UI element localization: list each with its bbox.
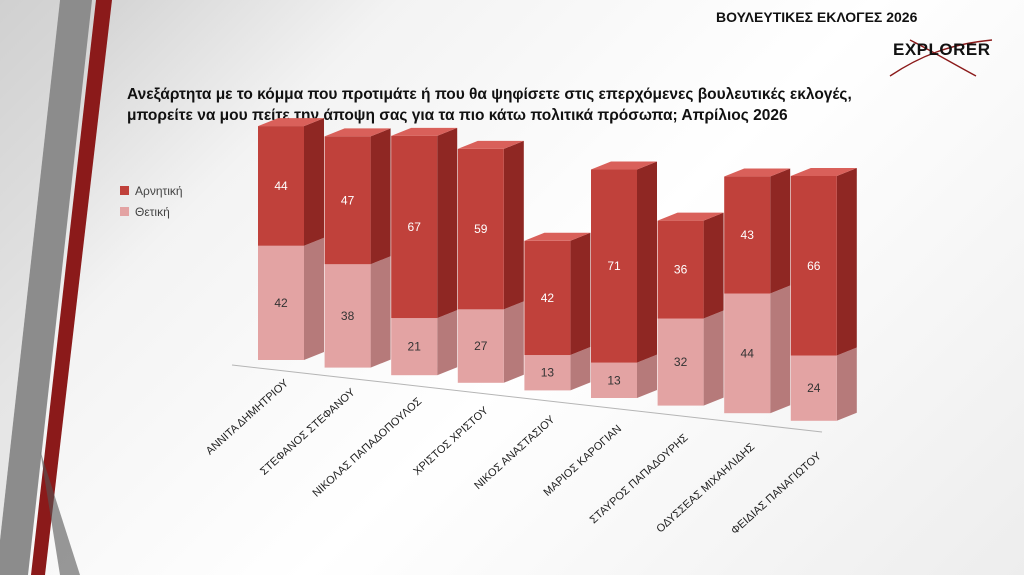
data-label-positive: 32 [674,355,688,369]
bar-positive-side [836,347,857,421]
bar-positive [457,309,504,383]
bar-positive [391,318,438,376]
legend-swatch-negative [120,186,129,195]
chart-baseline [231,364,823,433]
legend-item-positive: Θετική [120,201,183,222]
category-label: ΦΕΙΔΙΑΣ ΠΑΝΑΓΙΩΤΟΥ [729,450,824,537]
data-label-negative: 36 [674,263,688,277]
bar-negative-side [770,168,791,294]
bar-positive [258,245,304,360]
bar-negative [391,135,438,319]
bar-positive [657,318,704,406]
data-label-negative: 43 [741,228,755,242]
bar-negative-side [703,212,724,319]
bar-positive-side [503,301,524,383]
logo-text: EXPLORER [893,40,991,59]
bar-positive-side [370,256,391,368]
bar-top [724,168,791,177]
legend-label-positive: Θετική [135,204,170,219]
data-label-negative: 44 [274,179,288,193]
data-label-positive: 13 [607,373,621,387]
bar-top [591,161,657,170]
bar-negative [457,148,504,310]
data-label-negative: 47 [341,193,355,207]
data-label-positive: 21 [408,340,422,354]
bar-top [657,212,724,221]
bar-top [391,127,458,136]
bar-negative-side [370,128,391,265]
bar-positive-side [304,237,324,360]
category-label: ΜΑΡΙΟΣ ΚΑΡΟΓΙΑΝ [541,423,624,499]
bar-top [324,128,391,137]
category-label: ΧΡΙΣΤΟΣ ΧΡΙΣΤΟΥ [411,404,491,478]
question-line-1: Ανεξάρτητα με το κόμμα που προτιμάτε ή π… [127,86,852,103]
bar-negative-side [503,140,524,310]
bar-negative-side [637,161,657,363]
data-label-positive: 27 [474,339,488,353]
bar-negative [258,126,304,246]
bar-negative [591,169,637,363]
data-label-positive: 42 [274,296,288,310]
bar-positive [724,293,771,414]
bar-negative [790,176,837,356]
bar-positive [324,264,371,368]
legend-item-negative: Αρνητική [120,180,183,201]
category-label: ΑΝΝΙΤΑ ΔΗΜΗΤΡΙΟΥ [204,377,292,458]
bar-negative [724,176,771,294]
chart-legend: Αρνητική Θετική [120,180,183,222]
header-title: ΒΟΥΛΕΥΤΙΚΕΣ ΕΚΛΟΓΕΣ 2026 [716,9,918,25]
bar-positive [790,355,837,421]
bar-positive-side [570,347,591,391]
bar-positive-side [637,354,657,398]
bar-negative [657,220,704,319]
bar-negative [524,240,571,356]
data-label-positive: 13 [541,366,555,380]
bar-positive [524,355,571,391]
bar-negative-side [836,168,857,356]
data-label-positive: 38 [341,309,355,323]
category-label: ΝΙΚΟΣ ΑΝΑΣΤΑΣΙΟΥ [472,413,558,492]
bar-negative-side [437,127,458,319]
bar-top [457,140,524,149]
bar-positive-side [703,310,724,406]
bar-top [258,118,324,127]
bar-positive-side [437,310,458,376]
data-label-negative: 66 [807,259,821,273]
bar-negative-side [570,232,591,356]
bar-negative-side [304,118,324,246]
data-label-positive: 24 [807,381,821,395]
explorer-logo [889,39,993,77]
data-label-negative: 59 [474,222,488,236]
bar-negative [324,136,371,265]
data-label-negative: 71 [607,259,621,273]
bar-positive-side [770,285,791,414]
data-label-positive: 44 [741,346,755,360]
legend-swatch-positive [120,207,129,216]
bar-positive [591,362,637,398]
legend-label-negative: Αρνητική [135,183,183,198]
bar-top [790,168,857,176]
data-label-negative: 67 [408,220,422,234]
bar-top [524,232,591,241]
data-label-negative: 42 [541,291,555,305]
